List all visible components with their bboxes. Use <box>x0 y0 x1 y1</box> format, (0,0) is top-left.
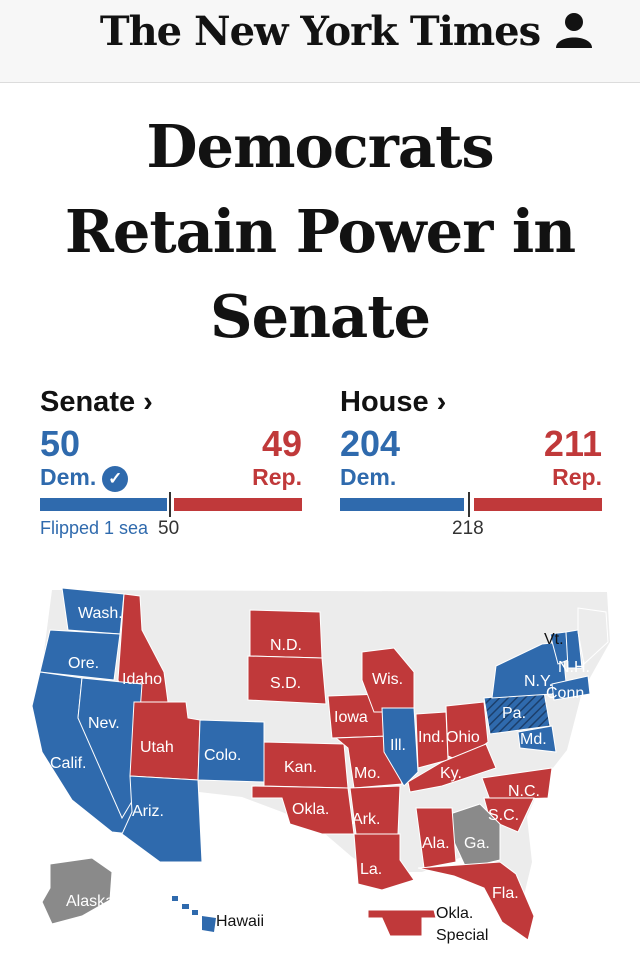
house-threshold-label: 218 <box>452 518 484 539</box>
senate-results-map[interactable]: Wash. Ore. Idaho Nev. Calif. Utah Colo. … <box>22 572 618 958</box>
state-fla[interactable] <box>417 861 535 941</box>
senate-majority-tick <box>169 492 171 517</box>
label-nev: Nev. <box>88 715 120 732</box>
state-okla[interactable] <box>251 785 355 835</box>
senate-rep-bar <box>174 498 302 511</box>
headline-line: Retain Power in <box>64 197 576 266</box>
label-sd: S.D. <box>270 675 301 692</box>
senate-dem-label-text: Dem. <box>40 464 97 490</box>
state-nh[interactable] <box>565 629 583 669</box>
senate-rep-label: Rep. <box>252 464 302 490</box>
label-okla-special-1: Okla. <box>436 905 473 922</box>
label-sc: S.C. <box>488 807 519 824</box>
label-nc: N.C. <box>508 783 540 800</box>
hawaii-island <box>182 904 189 909</box>
label-okla-special-2: Special <box>436 927 488 944</box>
label-vt: Vt. <box>544 631 564 648</box>
checkmark-icon: ✓ <box>102 465 129 492</box>
label-okla: Okla. <box>292 801 329 818</box>
state-hawaii[interactable] <box>172 896 216 932</box>
label-mo: Mo. <box>354 765 381 782</box>
state-ore[interactable] <box>39 629 121 681</box>
house-link[interactable]: House › <box>340 386 447 418</box>
state-alaska[interactable] <box>41 857 113 925</box>
senate-dem-bar <box>40 498 167 511</box>
senate-threshold-label: 50 <box>158 518 180 539</box>
label-ill: Ill. <box>390 737 406 754</box>
label-ky: Ky. <box>440 765 462 782</box>
house-dem-bar <box>340 498 464 511</box>
state-ala[interactable] <box>415 807 457 869</box>
label-md: Md. <box>520 731 547 748</box>
headline-line: Democrats <box>146 112 494 181</box>
label-kan: Kan. <box>284 759 317 776</box>
house-rep-label: Rep. <box>552 464 602 490</box>
label-nh: N.H. <box>558 659 590 676</box>
headline[interactable]: Democrats Retain Power in Senate <box>20 104 620 359</box>
label-ala: Ala. <box>422 835 450 852</box>
state-conn[interactable] <box>551 675 591 701</box>
senate-rep-seats: 49 <box>261 423 302 464</box>
state-nc[interactable] <box>481 767 553 801</box>
house-dem-seats: 204 <box>340 423 401 464</box>
house-dem-label: Dem. <box>340 464 397 490</box>
hawaii-island <box>172 896 178 901</box>
label-calif: Calif. <box>50 755 86 772</box>
nyt-masthead-logo[interactable]: The New York Times <box>99 8 541 55</box>
hawaii-island <box>202 916 216 932</box>
label-pa: Pa. <box>502 705 526 722</box>
senate-dem-label: Dem. ✓ <box>40 464 129 492</box>
label-ark: Ark. <box>352 811 380 828</box>
top-bar: The New York Times <box>0 0 640 83</box>
senate-dem-seats: 50 <box>40 423 81 464</box>
label-iowa: Iowa <box>334 709 368 726</box>
label-ind: Ind. <box>418 729 445 746</box>
label-ga: Ga. <box>464 835 490 852</box>
state-ky[interactable] <box>407 743 497 793</box>
label-alaska: Alaska <box>66 893 114 910</box>
senate-results[interactable]: Senate › 50 49 Dem. ✓ Rep. Flipped 1 sea … <box>40 384 302 544</box>
headline-line: Senate <box>209 282 431 351</box>
state-okla-special[interactable] <box>367 909 437 937</box>
state-nev[interactable] <box>77 677 143 820</box>
house-rep-bar <box>474 498 602 511</box>
house-majority-tick <box>468 492 470 517</box>
label-ohio: Ohio <box>446 729 480 746</box>
hawaii-island <box>192 910 198 915</box>
senate-link[interactable]: Senate › <box>40 386 153 418</box>
house-rep-seats: 211 <box>543 423 602 464</box>
label-utah: Utah <box>140 739 174 756</box>
label-ore: Ore. <box>68 655 99 672</box>
label-ny: N.Y. <box>524 673 553 690</box>
house-results[interactable]: House › 204 211 Dem. Rep. 218 <box>340 384 602 544</box>
state-maine <box>577 607 609 665</box>
label-conn: Conn. <box>546 685 589 702</box>
label-fla: Fla. <box>492 885 519 902</box>
label-wis: Wis. <box>372 671 403 688</box>
label-la: La. <box>360 861 382 878</box>
label-colo: Colo. <box>204 747 241 764</box>
label-ariz: Ariz. <box>132 803 164 820</box>
state-ill[interactable] <box>381 707 419 787</box>
state-la[interactable] <box>353 833 415 891</box>
state-sd[interactable] <box>247 655 327 705</box>
senate-flipped-note: Flipped 1 sea <box>40 518 149 538</box>
label-hawaii: Hawaii <box>216 913 264 930</box>
label-wash: Wash. <box>78 605 123 622</box>
label-nd: N.D. <box>270 637 302 654</box>
state-md[interactable] <box>517 725 557 753</box>
label-idaho: Idaho <box>122 671 162 688</box>
user-icon[interactable] <box>554 10 594 50</box>
